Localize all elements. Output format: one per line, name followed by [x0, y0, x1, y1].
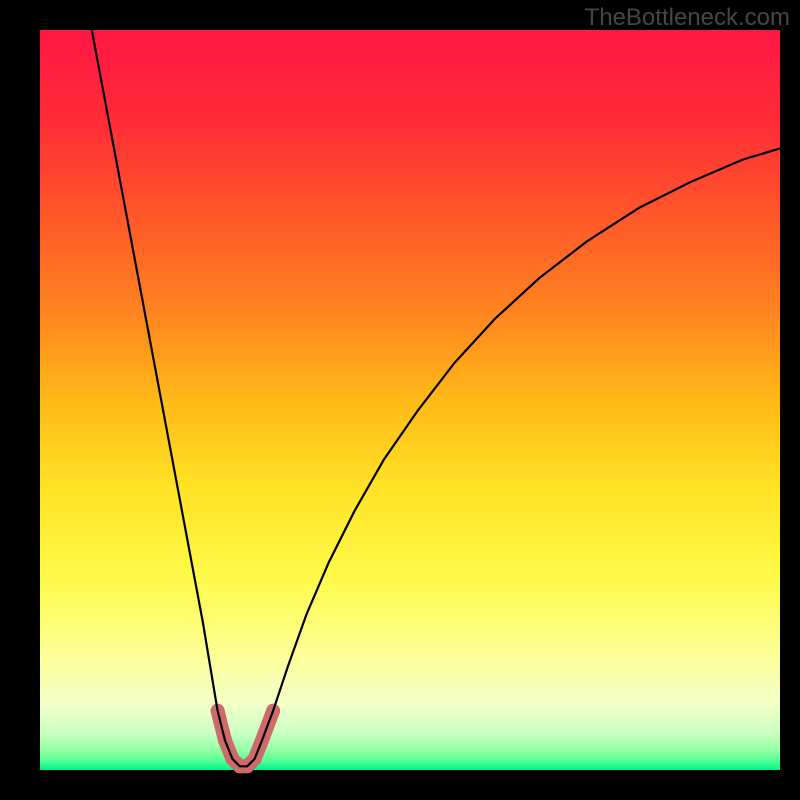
- bottleneck-chart: [0, 0, 800, 800]
- chart-gradient-area: [40, 30, 780, 770]
- watermark-text: TheBottleneck.com: [585, 4, 790, 32]
- chart-container: TheBottleneck.com: [0, 0, 800, 800]
